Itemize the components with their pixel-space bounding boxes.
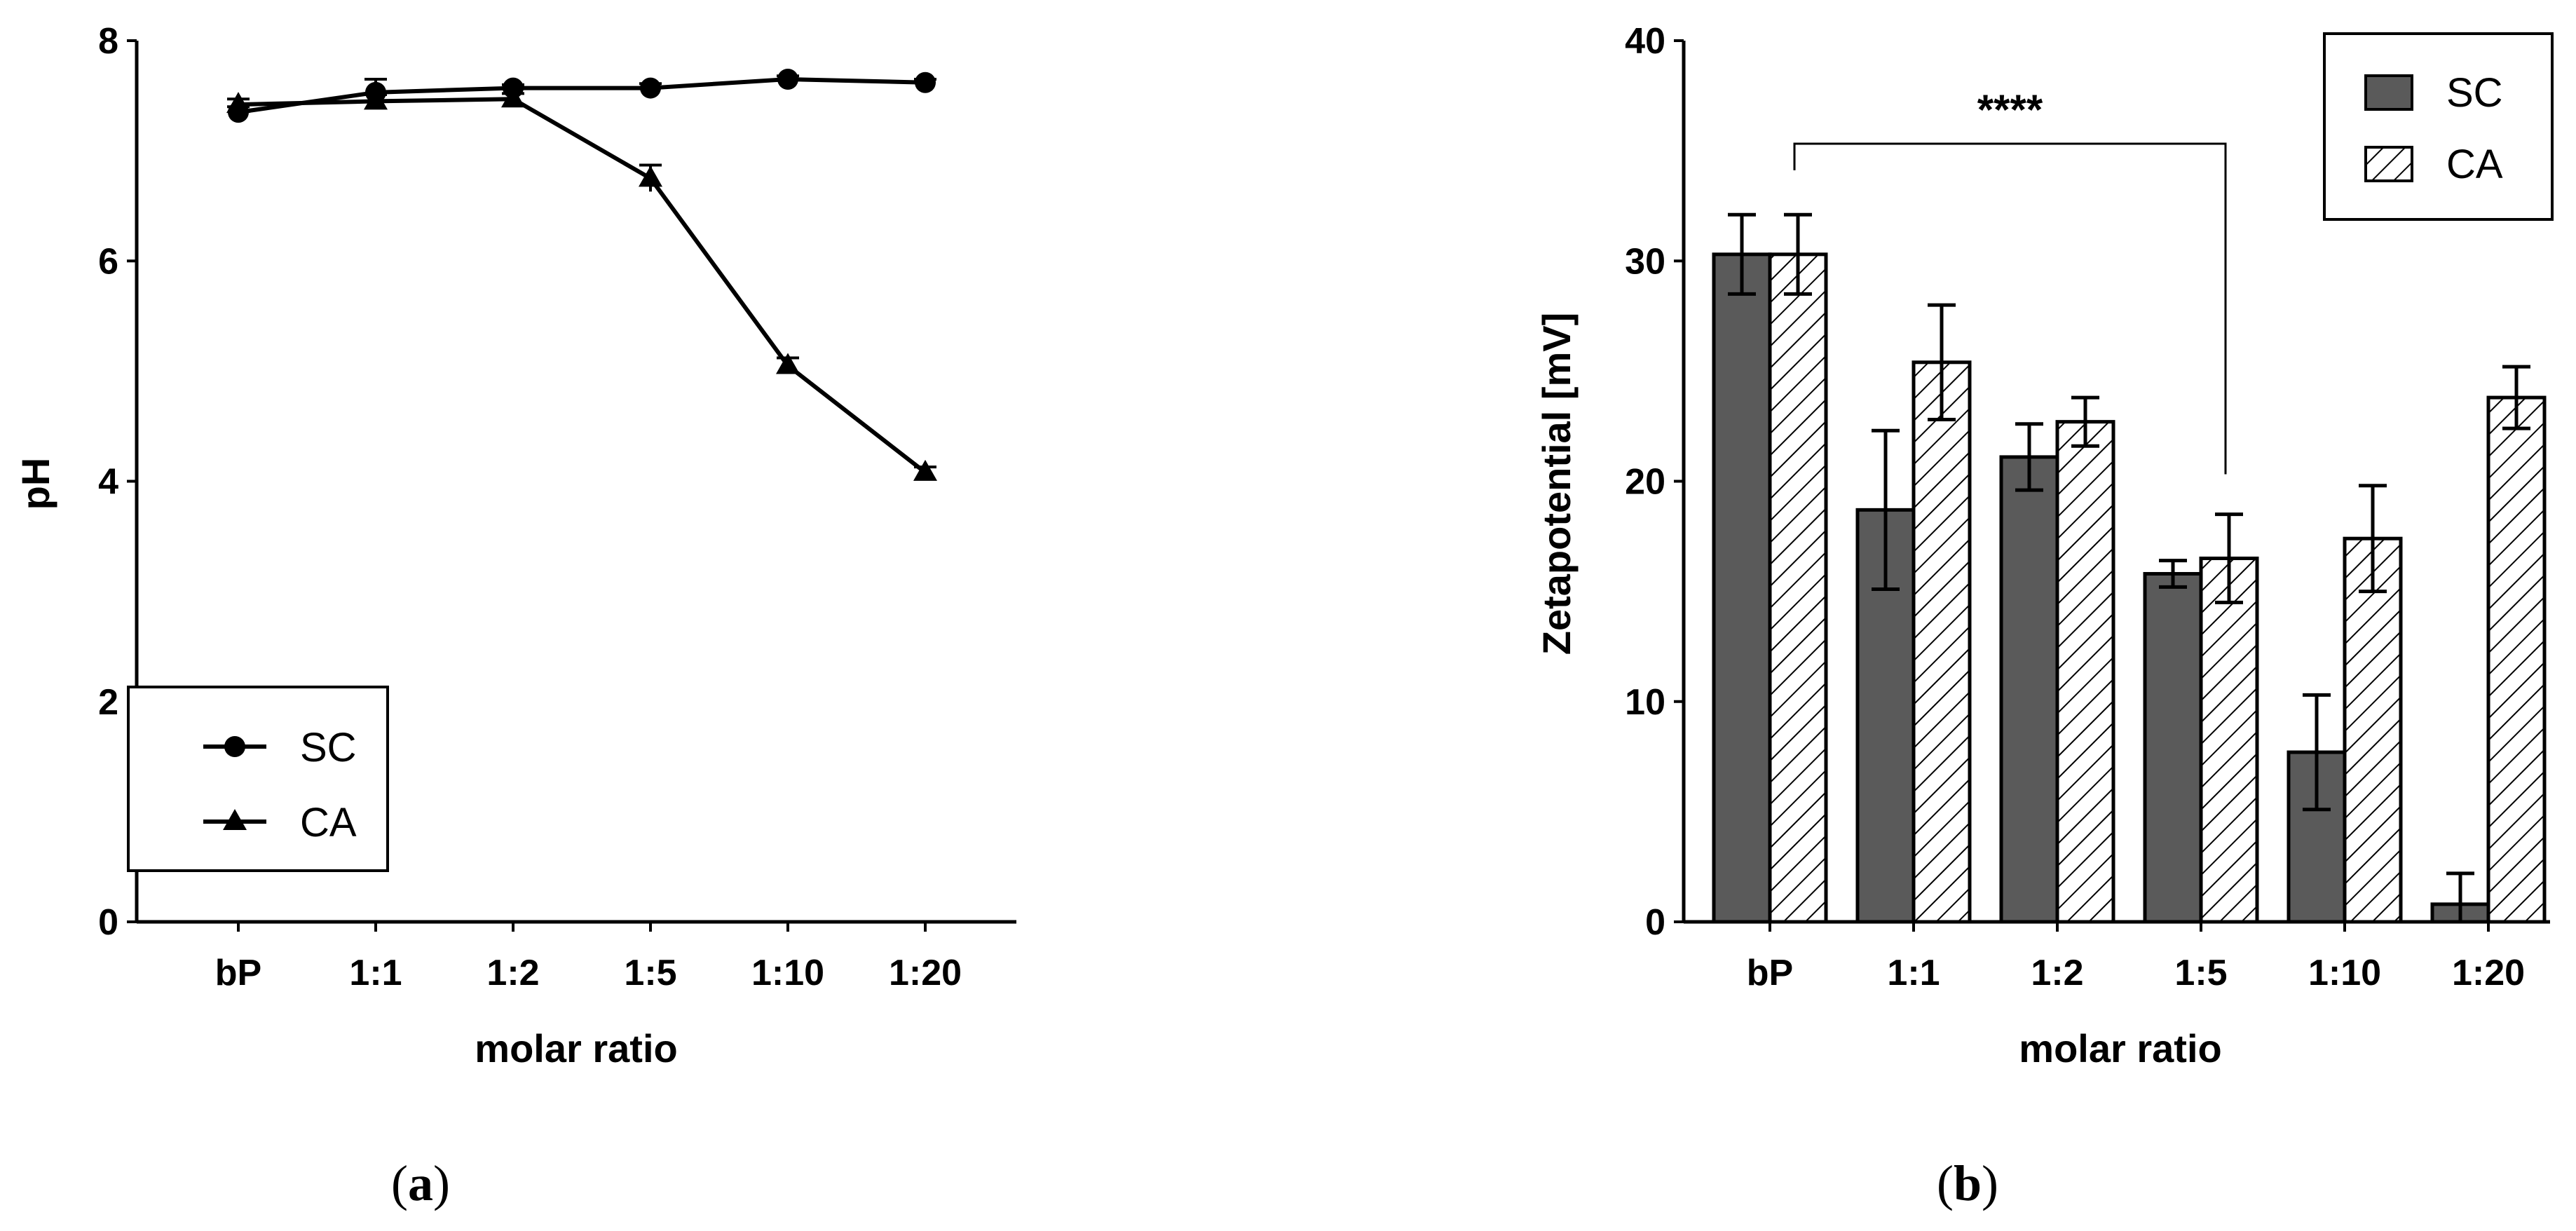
chart-b-legend-sc-label: SC (2446, 70, 2503, 116)
bar-ca (1768, 252, 1828, 924)
chart-a-x-tick-label: 1:5 (624, 953, 676, 993)
series-ca-point (639, 165, 662, 187)
caption-b: (b) (1937, 1155, 1998, 1211)
series-ca-point (913, 459, 937, 481)
series-ca-point (226, 92, 250, 114)
chart-a-y-tick-label: 6 (98, 241, 118, 282)
bar-sc (1712, 252, 1772, 924)
significance-bracket: **** (1793, 86, 2227, 475)
series-sc-point (915, 72, 936, 93)
chart-a-x-tick-label: 1:2 (486, 953, 539, 993)
chart-b-y-tick-label: 30 (1625, 241, 1665, 282)
caption-a-letter: a (408, 1155, 433, 1211)
bar-ca (2343, 536, 2403, 924)
legend-ca-marker (223, 809, 247, 830)
chart-b-x-tick-label: 1:5 (2174, 953, 2227, 993)
chart-b: 0 10 20 30 40 bP 1:1 1:2 1:5 1:10 1:20 **** molar … (1534, 21, 2554, 1211)
chart-b-x-tick-label: 1:1 (1887, 953, 1940, 993)
chart-a-x-tick-label: 1:1 (349, 953, 402, 993)
caption-a: (a) (391, 1155, 450, 1211)
chart-a-x-tick-label: bP (215, 953, 261, 993)
legend-sc-swatch (2364, 74, 2413, 111)
chart-a-y-tick-label: 8 (98, 21, 118, 62)
series-ca-point (364, 88, 388, 110)
series-sc-point (777, 68, 798, 90)
chart-a-y-tick-label: 0 (98, 902, 118, 943)
chart-b-y-tick-label: 10 (1625, 682, 1665, 723)
significance-label: **** (1977, 86, 2043, 133)
bar-ca (2055, 420, 2115, 924)
chart-b-x-tick-label: 1:10 (2308, 953, 2381, 993)
chart-b-x-axis-label: molar ratio (2019, 1026, 2221, 1070)
chart-b-x-tick-label: 1:20 (2452, 953, 2525, 993)
chart-a-legend: SC CA (127, 686, 389, 872)
chart-a-y-tick-label: 4 (98, 462, 118, 503)
chart-b-y-tick-label: 0 (1645, 902, 1665, 943)
chart-b-axes: 0 10 20 30 40 bP 1:1 1:2 1:5 1:10 1:20 (1625, 21, 2550, 993)
chart-b-x-tick-label: 1:2 (2031, 953, 2083, 993)
chart-b-y-axis-label: Zetapotential [mV] (1534, 313, 1579, 655)
caption-b-letter: b (1954, 1155, 1982, 1211)
chart-b-legend: SC CA (2323, 32, 2554, 221)
series-sc-point (640, 77, 661, 99)
chart-a-x-axis-label: molar ratio (475, 1026, 677, 1070)
series-sc-line (238, 76, 926, 115)
chart-a-marks (226, 68, 937, 481)
bar-ca (1911, 360, 1972, 924)
chart-a-x-tick-label: 1:20 (889, 953, 962, 993)
bar-ca (2486, 395, 2547, 924)
chart-a-legend-sc-label: SC (300, 725, 357, 770)
bar-sc (2143, 571, 2203, 924)
chart-b-x-tick-label: bP (1747, 953, 1793, 993)
chart-a-x-tick-label: 1:10 (751, 953, 824, 993)
bar-ca (2199, 556, 2259, 924)
series-ca-line (238, 97, 927, 475)
chart-b-y-tick-label: 20 (1625, 462, 1665, 503)
bar-sc (1999, 455, 2059, 924)
chart-a-legend-ca-label: CA (300, 800, 357, 845)
chart-b-y-tick-label: 40 (1625, 21, 1665, 62)
chart-b-marks (1712, 212, 2547, 924)
significance-bracket-line (1793, 142, 2227, 475)
chart-a-axes: 0 2 4 6 8 bP 1:1 1:2 1:5 1:10 1:20 (98, 21, 1016, 993)
chart-a-legend-box (127, 686, 389, 872)
series-ca-point (501, 86, 525, 108)
chart-a-y-tick-label: 2 (98, 682, 118, 723)
series-ca-point (776, 353, 800, 374)
legend-ca-swatch (2364, 146, 2413, 182)
chart-b-legend-ca-label: CA (2446, 142, 2503, 187)
chart-b-legend-box (2323, 32, 2554, 221)
legend-sc-marker (224, 736, 245, 757)
chart-a-y-axis-label: pH (13, 458, 57, 510)
